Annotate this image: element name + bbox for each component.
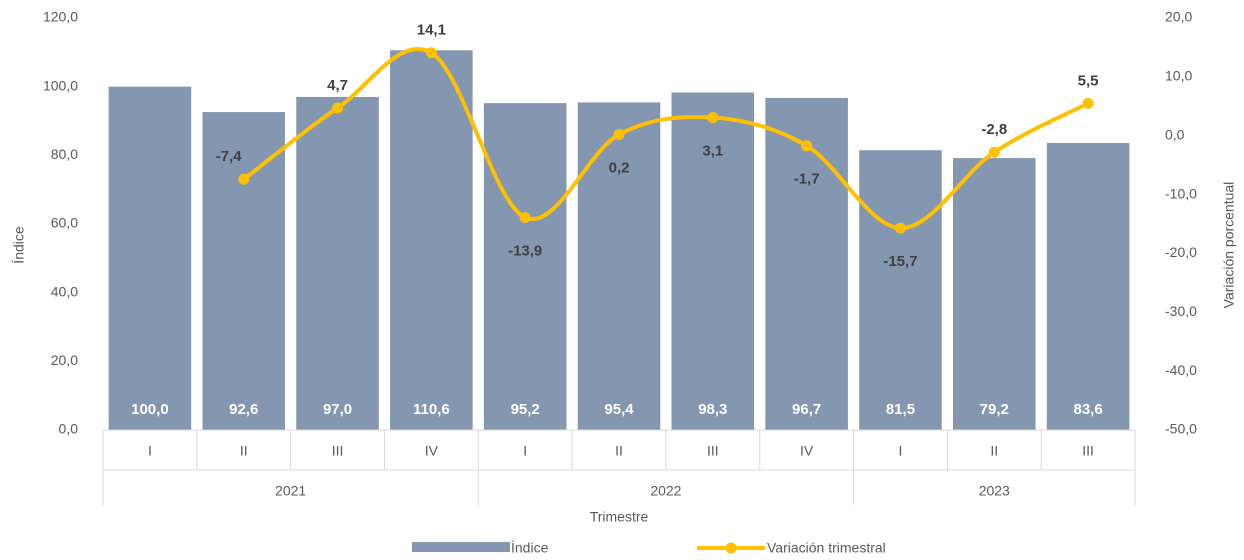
x-tick-label: I — [523, 443, 527, 459]
x-tick-label: III — [1082, 443, 1094, 459]
bar — [765, 97, 848, 430]
line-marker — [519, 212, 531, 224]
x-tick-label: IV — [800, 443, 814, 459]
line-label: -1,7 — [794, 171, 820, 188]
x-axis-label: Trimestre — [590, 509, 649, 525]
bar-label: 81,5 — [886, 401, 915, 418]
bar — [296, 96, 379, 430]
line-label: -7,4 — [216, 148, 243, 165]
y2-tick-label: -40,0 — [1165, 362, 1197, 378]
bar-label: 96,7 — [792, 401, 821, 418]
y2-tick-label: 20,0 — [1165, 9, 1192, 25]
y2-axis-label: Variación porcentual — [1221, 182, 1237, 309]
line — [242, 47, 1090, 231]
bar — [202, 112, 286, 430]
bar — [671, 92, 755, 431]
group-label: 2023 — [979, 483, 1010, 499]
y2-tick-label: -10,0 — [1165, 185, 1197, 201]
group-label: 2022 — [650, 483, 681, 499]
line-label: -13,9 — [508, 242, 542, 259]
bar — [483, 103, 567, 430]
group-label: 2021 — [275, 483, 306, 499]
line-marker — [988, 146, 1000, 158]
x-tick-label: I — [148, 443, 152, 459]
line-marker — [894, 222, 906, 234]
bar — [108, 86, 192, 431]
bar-label: 95,2 — [511, 401, 540, 418]
y-tick-label: 100,0 — [43, 77, 78, 93]
line-label: -2,8 — [981, 121, 1007, 138]
legend-swatch — [725, 542, 737, 554]
line-marker — [801, 140, 813, 152]
y2-tick-label: -20,0 — [1165, 244, 1197, 260]
bar-label: 97,0 — [323, 401, 352, 418]
x-tick-label: III — [332, 443, 344, 459]
bar-label: 110,6 — [413, 401, 450, 418]
line-label: 4,7 — [327, 77, 348, 94]
line-marker — [425, 47, 437, 59]
bar-label: 98,3 — [698, 401, 727, 418]
line-label: 0,2 — [609, 160, 630, 177]
line-marker — [613, 129, 625, 141]
line-label: 14,1 — [417, 22, 446, 39]
line-marker — [332, 102, 344, 114]
x-tick-label: II — [615, 443, 623, 459]
y-tick-label: 80,0 — [51, 146, 78, 162]
bar-label: 92,6 — [229, 401, 258, 418]
bar — [859, 150, 942, 430]
legend-label: Variación trimestral — [767, 540, 886, 556]
line-marker — [1082, 97, 1094, 109]
bar — [952, 158, 1036, 430]
y-tick-label: 20,0 — [51, 352, 78, 368]
x-tick-label: III — [707, 443, 719, 459]
y2-tick-label: 10,0 — [1165, 68, 1192, 84]
bar-label: 83,6 — [1073, 401, 1102, 418]
x-tick-label: II — [240, 443, 248, 459]
line-label: -15,7 — [883, 253, 917, 270]
y-tick-label: 120,0 — [43, 9, 78, 25]
y-tick-label: 60,0 — [51, 215, 78, 231]
y-axis-label: Índice — [11, 226, 27, 264]
y-tick-label: 40,0 — [51, 283, 78, 299]
bar-label: 100,0 — [131, 401, 169, 418]
x-tick-label: I — [899, 443, 903, 459]
line-marker — [707, 111, 719, 123]
x-tick-label: IV — [425, 443, 439, 459]
y2-tick-label: -50,0 — [1165, 421, 1197, 437]
y-tick-label: 0,0 — [59, 421, 79, 437]
bar-label: 79,2 — [980, 401, 1009, 418]
legend-label: Índice — [511, 540, 549, 556]
line-marker — [238, 173, 250, 185]
y2-tick-label: -30,0 — [1165, 303, 1197, 319]
line-label: 3,1 — [702, 142, 723, 159]
bar — [577, 102, 661, 431]
legend-swatch — [412, 542, 510, 552]
bar — [1046, 142, 1130, 430]
line-label: 5,5 — [1078, 72, 1099, 89]
bar-label: 95,4 — [604, 401, 634, 418]
x-tick-label: II — [990, 443, 998, 459]
y2-tick-label: 0,0 — [1165, 126, 1185, 142]
bar — [390, 50, 473, 430]
